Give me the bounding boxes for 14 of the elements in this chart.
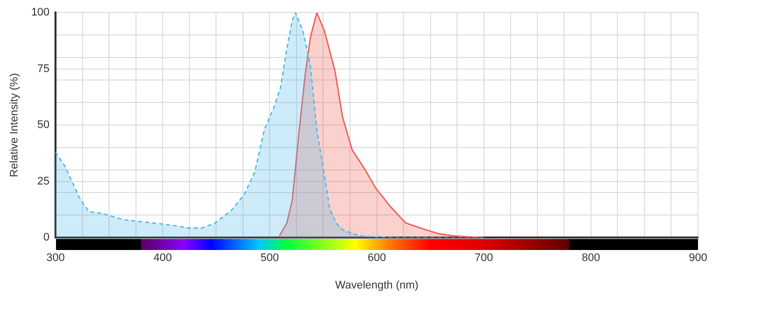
x-tick-label: 500 — [260, 252, 279, 264]
y-axis-title: Relative Intensity (%) — [8, 73, 21, 178]
y-tick-label: 75 — [37, 62, 50, 75]
y-tick-label: 50 — [37, 119, 50, 132]
x-axis-title: Wavelength (nm) — [335, 279, 418, 292]
x-tick-label: 900 — [688, 252, 708, 264]
y-tick-label: 25 — [37, 175, 50, 188]
y-tick-label: 100 — [31, 6, 50, 19]
x-tick-label: 600 — [368, 252, 386, 264]
x-tick-label: 300 — [46, 252, 65, 264]
x-tick-label: 700 — [474, 252, 494, 264]
x-tick-label: 800 — [582, 252, 600, 264]
x-tick-label: 400 — [153, 252, 172, 264]
y-tick-label: 0 — [43, 232, 50, 244]
